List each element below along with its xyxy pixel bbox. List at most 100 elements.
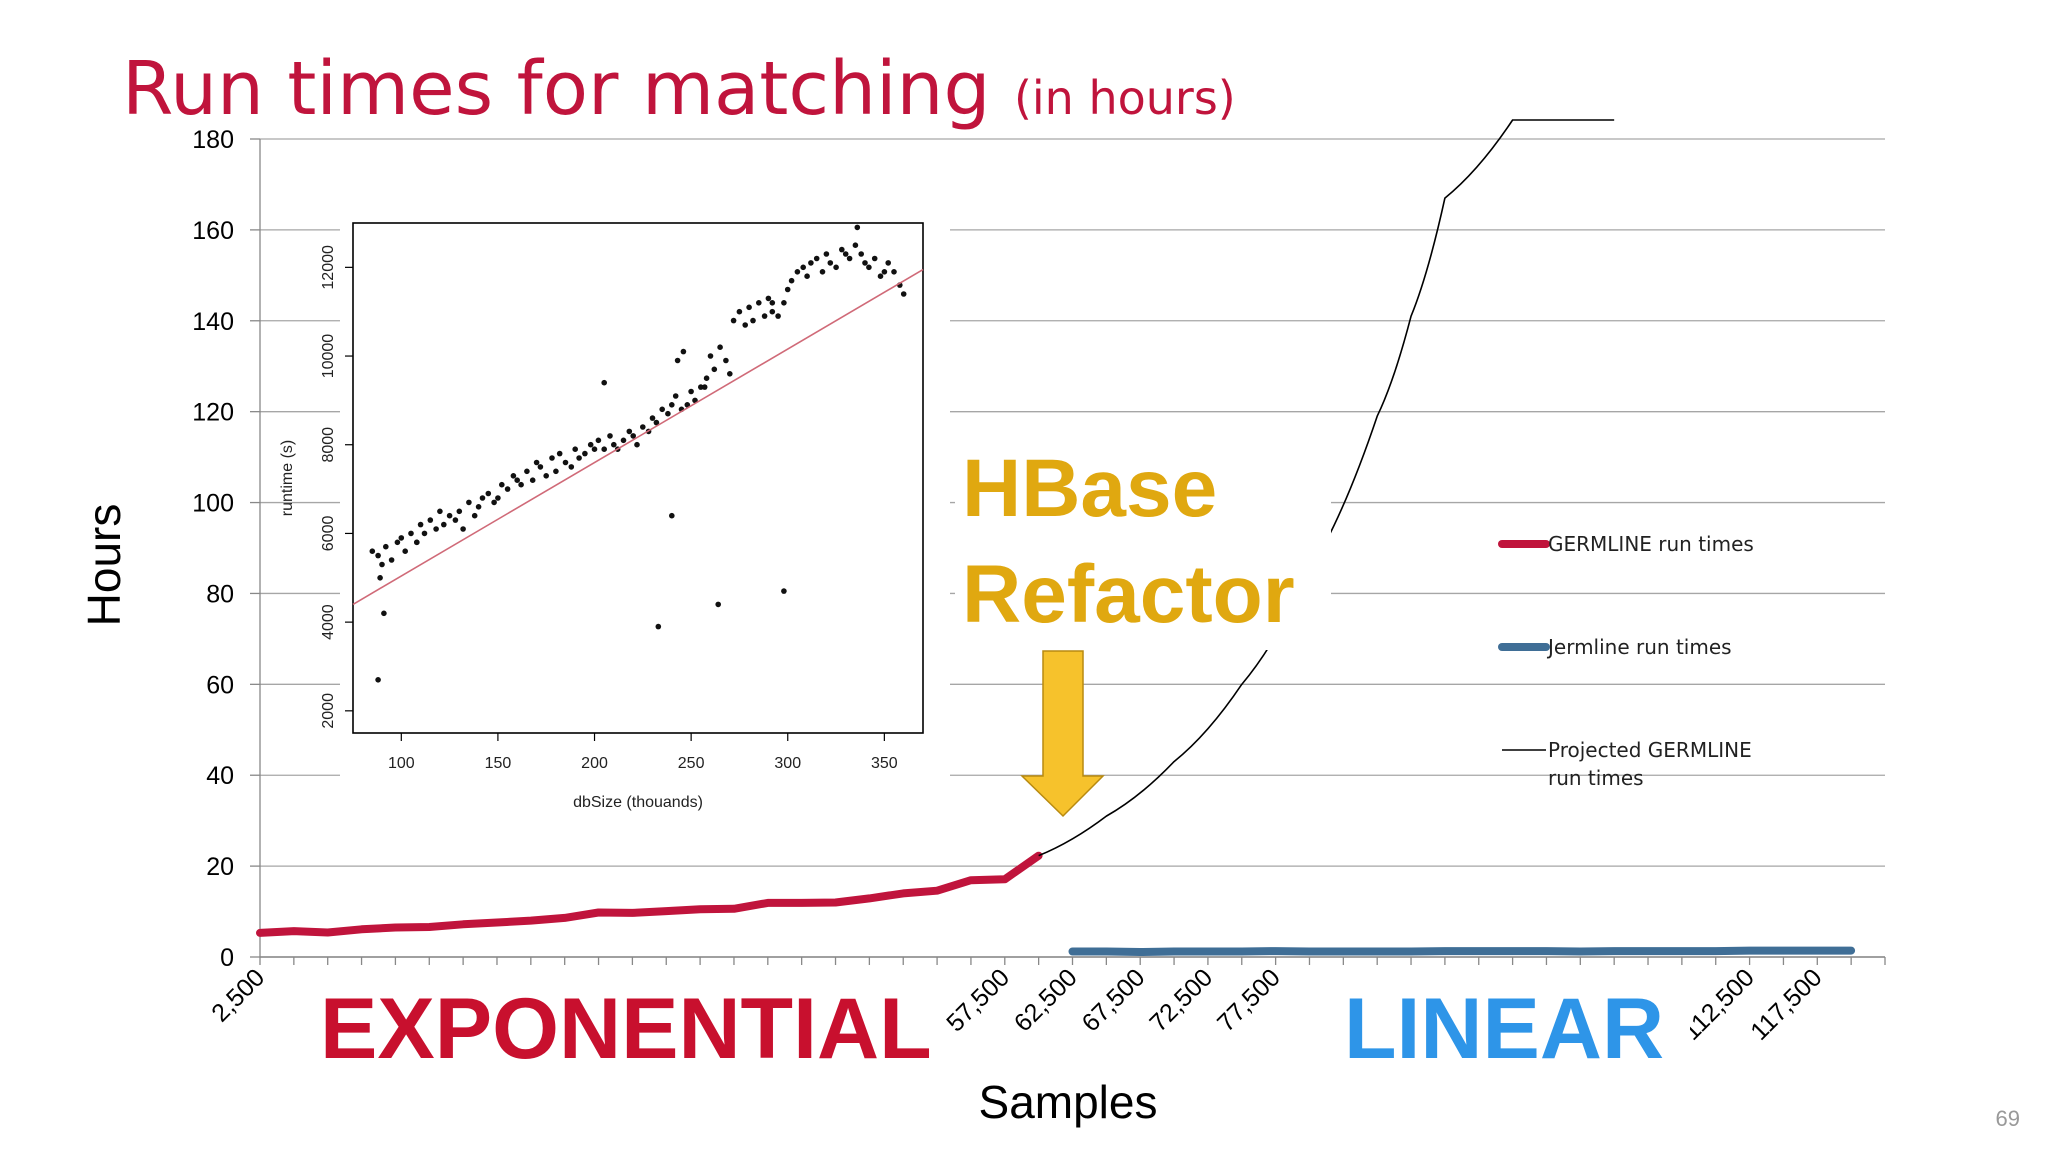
inset-point — [703, 375, 710, 382]
inset-point — [456, 508, 463, 515]
projected-series — [1038, 119, 1615, 857]
inset-point — [640, 424, 646, 430]
inset-point — [653, 419, 660, 426]
inset-point — [761, 313, 768, 319]
inset-point — [858, 251, 864, 257]
inset-y-tick-label: 10000 — [320, 334, 337, 379]
inset-point — [529, 477, 536, 484]
inset-point — [808, 260, 814, 266]
inset-point — [587, 441, 594, 448]
inset-point — [398, 535, 405, 541]
slide-title: Run times for matching (in hours) — [122, 52, 1236, 126]
inset-point — [655, 623, 662, 630]
inset-point — [665, 410, 671, 417]
inset-point — [626, 428, 633, 435]
inset-point — [595, 437, 602, 444]
inset-point — [630, 433, 636, 439]
exponential-backdrop — [305, 976, 943, 1076]
germline-series — [256, 851, 1043, 937]
linear-label: LINEAR — [1344, 981, 1664, 1077]
y-axis-title: Hours — [78, 504, 130, 627]
inset-point — [784, 286, 791, 293]
inset-point — [698, 384, 704, 390]
inset-frame — [352, 222, 924, 734]
inset-point — [471, 512, 478, 519]
legend-label-projected-line1: Projected GERMLINE — [1548, 738, 1752, 762]
inset-point — [707, 353, 714, 359]
inset-point — [852, 242, 859, 248]
inset-point — [591, 446, 598, 453]
jermline-series — [1068, 946, 1856, 956]
inset-point — [701, 384, 708, 390]
inset-point — [466, 499, 472, 506]
inset-point — [711, 366, 718, 373]
refactor-arrow — [1020, 650, 1105, 818]
inset-x-tick-label: 200 — [581, 755, 608, 772]
x-tick-label: 77,500 — [1212, 963, 1286, 1037]
x-tick-label: 62,500 — [1009, 963, 1083, 1037]
inset-point — [684, 402, 691, 408]
inset-point — [495, 495, 501, 501]
linear-banner: LINEAR — [1334, 976, 1690, 1077]
inset-point — [441, 521, 447, 528]
inset-point — [369, 548, 376, 554]
y-tick-label: 60 — [206, 671, 234, 699]
y-tick-label: 40 — [206, 762, 234, 790]
inset-point — [377, 575, 383, 581]
inset-point — [881, 269, 888, 275]
legend: GERMLINE run times Jermline run times Pr… — [1498, 532, 1754, 790]
inset-point — [669, 402, 675, 408]
inset-x-tick-label: 100 — [388, 755, 415, 772]
inset-point — [877, 273, 884, 280]
inset-point — [736, 308, 743, 315]
inset-point — [769, 300, 776, 306]
y-tick-label: 140 — [192, 308, 234, 336]
inset-point — [742, 322, 748, 328]
inset-point — [475, 504, 482, 510]
inset-point — [568, 464, 575, 470]
inset-point — [900, 291, 907, 297]
inset-point — [846, 255, 853, 262]
inset-point — [891, 269, 897, 275]
x-tick-label: 67,500 — [1077, 963, 1151, 1037]
inset-point — [408, 530, 414, 537]
inset-point — [688, 388, 694, 395]
projected-line — [1038, 119, 1615, 857]
inset-point — [381, 610, 387, 617]
inset-point — [524, 468, 530, 475]
exponential-label: EXPONENTIAL — [320, 981, 932, 1077]
inset-x-tick-label: 300 — [774, 755, 801, 772]
inset-point — [379, 561, 385, 568]
inset-point — [649, 415, 656, 421]
inset-point — [394, 539, 401, 546]
inset-point — [607, 433, 613, 439]
refactor-label-line1: HBase — [962, 443, 1217, 534]
inset-x-tick-label: 250 — [678, 755, 705, 772]
inset-point — [533, 459, 540, 466]
title-main: Run times for matching — [122, 46, 991, 132]
inset-point — [572, 446, 578, 453]
inset-background — [340, 205, 950, 810]
inset-point — [388, 557, 395, 563]
inset-point — [421, 530, 428, 537]
inset-point — [794, 269, 801, 275]
inset-point — [823, 251, 830, 257]
y-tick-label: 100 — [192, 490, 234, 518]
inset-point — [746, 304, 752, 311]
inset-point — [452, 517, 459, 523]
inset-point — [819, 269, 826, 275]
inset-point — [839, 246, 845, 253]
inset-y-tick-label: 4000 — [320, 604, 337, 640]
inset-point — [620, 437, 627, 444]
inset-point — [510, 473, 517, 479]
inset-point — [576, 455, 582, 461]
inset-point — [717, 344, 723, 351]
inset-y-tick-label: 8000 — [320, 427, 337, 463]
inset-point — [491, 499, 497, 506]
inset-point — [504, 486, 511, 492]
y-tick-label: 20 — [206, 853, 234, 881]
inset-point — [715, 601, 721, 608]
page-number: 69 — [1996, 1106, 2020, 1131]
inset-point — [556, 450, 563, 457]
y-tick-labels: 0 20 40 60 80 100 120 140 160 180 — [192, 126, 234, 972]
